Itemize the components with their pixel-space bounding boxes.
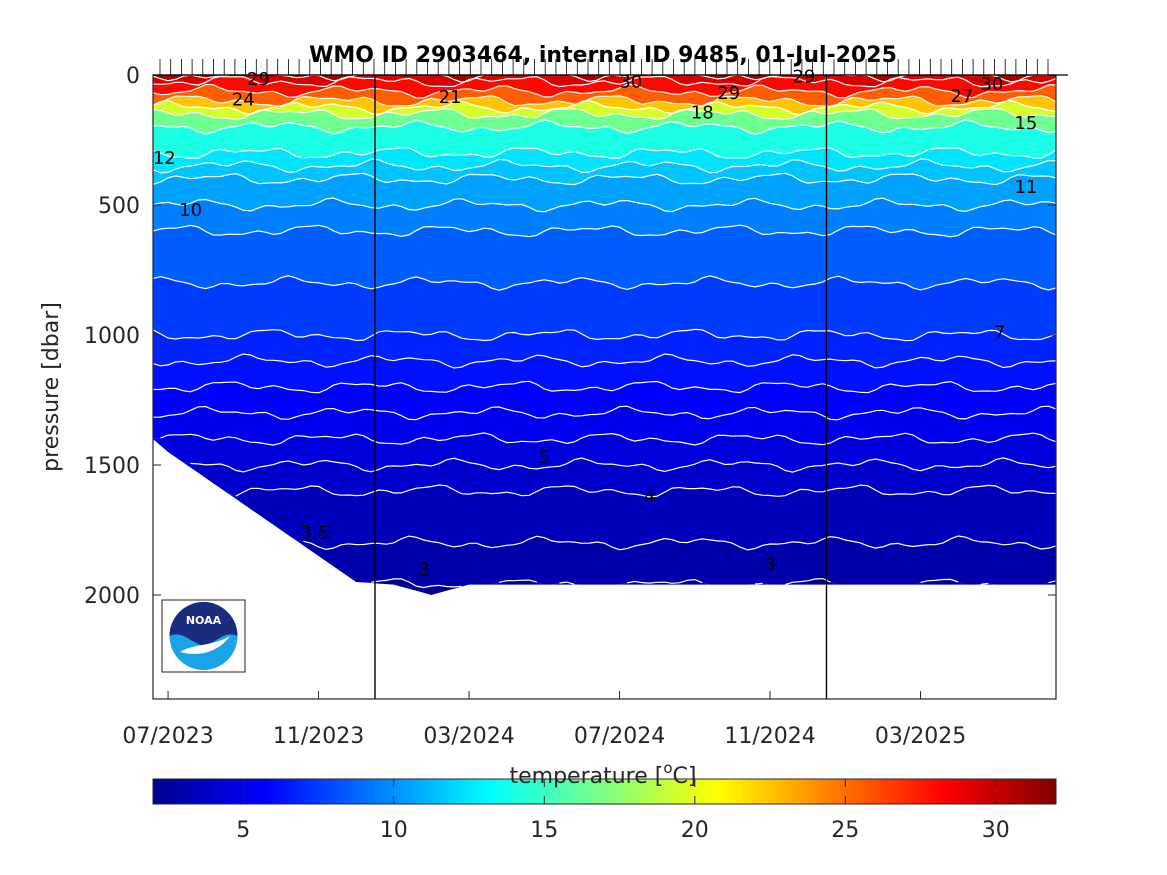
contour-label-18: 18 bbox=[691, 103, 714, 124]
contour-label-3.5: 3.5 bbox=[300, 523, 329, 544]
contour-label-3: 3 bbox=[418, 559, 429, 580]
x-tick-label: 11/2023 bbox=[273, 724, 364, 749]
contour-line-5 bbox=[160, 432, 1056, 446]
colorbar-ticks: 5 10 15 20 25 30 bbox=[236, 779, 1010, 843]
contour-line-6 bbox=[153, 380, 1056, 394]
temperature-band bbox=[153, 76, 1056, 98]
contour-line-7 bbox=[153, 328, 1056, 342]
colorbar-gradient bbox=[153, 779, 1056, 804]
contour-line-10 bbox=[153, 197, 1056, 213]
noaa-logo-text: NOAA bbox=[186, 614, 222, 627]
y-axis-ticks: 0 500 1000 1500 2000 bbox=[84, 64, 1056, 609]
colorbar-tick-label: 25 bbox=[831, 818, 859, 843]
contour-label-12: 12 bbox=[153, 148, 176, 169]
temperature-band bbox=[153, 381, 1056, 420]
contour-line-4 bbox=[235, 484, 1056, 498]
contour-label-3: 3 bbox=[764, 554, 775, 575]
contour-label-11: 11 bbox=[1014, 177, 1037, 198]
temperature-field bbox=[153, 75, 1056, 595]
temperature-band bbox=[153, 198, 1056, 237]
contour-label-30: 30 bbox=[981, 74, 1004, 95]
colorbar-tick-label: 30 bbox=[982, 818, 1010, 843]
colorbar-tick-label: 10 bbox=[380, 818, 408, 843]
top-profile-ticks bbox=[153, 59, 1068, 76]
y-axis-label: pressure [dbar] bbox=[39, 302, 64, 472]
contour-label-5: 5 bbox=[539, 447, 550, 468]
temperature-band bbox=[153, 406, 1056, 446]
contour-line-12 bbox=[153, 158, 1056, 174]
x-tick-label: 07/2023 bbox=[122, 724, 213, 749]
temperature-band bbox=[153, 439, 1056, 497]
temperature-band bbox=[153, 432, 1056, 473]
x-tick-label: 07/2024 bbox=[574, 724, 665, 749]
contour-label-29: 29 bbox=[792, 66, 815, 87]
contour-line-15 bbox=[153, 119, 1056, 135]
colorbar-label: temperature [oC] bbox=[509, 759, 696, 789]
contour-line-18 bbox=[153, 107, 1056, 121]
contour-line-9 bbox=[153, 224, 1056, 238]
contour-label-30: 30 bbox=[619, 72, 642, 93]
contour-label-29: 29 bbox=[247, 69, 270, 90]
colorbar-tick-label: 15 bbox=[530, 818, 558, 843]
contour-label-27: 27 bbox=[950, 86, 973, 107]
x-tick-label: 03/2025 bbox=[875, 724, 966, 749]
temperature-band bbox=[153, 119, 1056, 159]
temperature-band bbox=[153, 439, 1056, 550]
contour-line-3.5 bbox=[303, 535, 1056, 551]
contour-line-13 bbox=[153, 146, 1056, 160]
temperature-band bbox=[153, 95, 1056, 115]
contour-line-29 bbox=[153, 75, 1056, 88]
y-tick-label: 2000 bbox=[84, 584, 140, 609]
contour-label-15: 15 bbox=[1014, 113, 1037, 134]
x-axis-ticks: 07/2023 11/2023 03/2024 07/2024 11/2024 03/20… bbox=[122, 691, 966, 749]
temperature-band bbox=[153, 173, 1056, 212]
contour-label-4: 4 bbox=[644, 486, 655, 507]
temperature-band bbox=[153, 159, 1056, 185]
contour-label-10: 10 bbox=[179, 200, 202, 221]
contour-line-11 bbox=[153, 172, 1056, 186]
temperature-band bbox=[153, 354, 1056, 393]
x-tick-label: 03/2024 bbox=[423, 724, 514, 749]
contour-line-24 bbox=[153, 94, 1056, 108]
temperature-band bbox=[153, 275, 1056, 341]
y-tick-label: 0 bbox=[126, 64, 140, 89]
temperature-band bbox=[153, 147, 1056, 173]
contour-line-6.5 bbox=[153, 353, 1056, 369]
colorbar-tick-label: 5 bbox=[236, 818, 250, 843]
noaa-logo: NOAA bbox=[161, 599, 246, 673]
chart-title: WMO ID 2903464, internal ID 9485, 01-Jul… bbox=[309, 43, 897, 68]
y-tick-label: 1500 bbox=[84, 454, 140, 479]
y-tick-label: 1000 bbox=[84, 324, 140, 349]
contour-line-21 bbox=[153, 99, 1056, 116]
colorbar-tick-label: 20 bbox=[681, 818, 709, 843]
temperature-band bbox=[153, 329, 1056, 368]
contour-line-4.5 bbox=[190, 457, 1056, 473]
x-tick-label: 11/2024 bbox=[724, 724, 815, 749]
year-boundary-lines bbox=[374, 75, 828, 699]
contour-label-24: 24 bbox=[232, 90, 255, 111]
contour-line-3 bbox=[371, 577, 1056, 589]
contour-line-27 bbox=[153, 83, 1056, 99]
temperature-band bbox=[153, 439, 1056, 588]
contour-label-29: 29 bbox=[717, 83, 740, 104]
y-tick-label: 500 bbox=[98, 194, 140, 219]
contour-label-7: 7 bbox=[994, 322, 1005, 343]
contour-line-8 bbox=[153, 275, 1056, 291]
temperature-band bbox=[153, 225, 1056, 291]
contour-line-5.5 bbox=[153, 405, 1056, 421]
colorbar: 5 10 15 20 25 30 bbox=[152, 778, 1057, 843]
contour-label-21: 21 bbox=[439, 87, 462, 108]
temperature-band bbox=[153, 84, 1056, 107]
